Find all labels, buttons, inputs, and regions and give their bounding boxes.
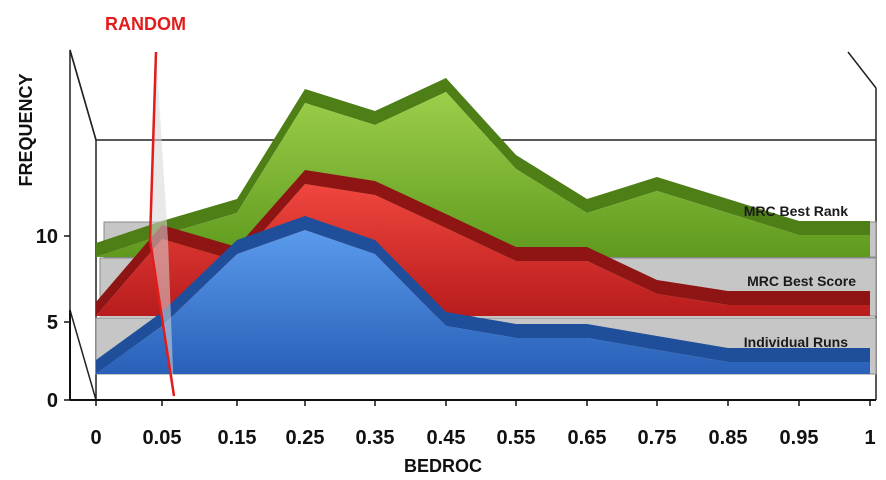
y-tick-label-1: 5 [47, 312, 58, 334]
x-tick-label-0: 0 [90, 427, 101, 449]
x-tick-label-11: 1 [864, 427, 875, 449]
x-axis-ticks: 0 0.05 0.15 0.25 0.35 0.45 0.55 0.65 0.75 0.85 0.9… [90, 400, 876, 449]
x-axis-title: BEDROC [404, 456, 482, 476]
random-annotation: RANDOM [105, 14, 186, 397]
x-tick-label-4: 0.35 [356, 427, 395, 449]
frame-edge-top-left [69, 49, 97, 141]
x-tick-label-9: 0.85 [709, 427, 748, 449]
x-tick-label-2: 0.15 [218, 427, 257, 449]
x-tick-label-1: 0.05 [143, 427, 182, 449]
series-label-individual-runs: Individual Runs [744, 334, 848, 350]
x-tick-label-10: 0.95 [780, 427, 819, 449]
y-tick-label-0: 0 [47, 390, 58, 412]
x-tick-label-6: 0.55 [497, 427, 536, 449]
y-axis-ticks: 0 5 10 [36, 226, 70, 412]
series-label-mrc-best-score: MRC Best Score [747, 273, 856, 289]
series-individual-runs [96, 216, 870, 374]
x-tick-label-7: 0.65 [568, 427, 607, 449]
series-area [96, 230, 870, 374]
y-axis-title: FREQUENCY [16, 73, 36, 186]
series-top-edge [96, 170, 870, 316]
y-tick-label-2: 10 [36, 226, 58, 248]
series-top-edge [96, 216, 870, 374]
x-tick-label-8: 0.75 [638, 427, 677, 449]
frame-edge-top-right [847, 51, 877, 89]
series-top-edge [96, 78, 870, 257]
x-tick-label-5: 0.45 [427, 427, 466, 449]
random-label: RANDOM [105, 14, 186, 34]
random-line [148, 51, 176, 397]
x-tick-label-3: 0.25 [286, 427, 325, 449]
series-mrc-best-rank [96, 78, 870, 257]
left-wall [69, 49, 97, 401]
series-label-mrc-best-rank: MRC Best Rank [744, 203, 848, 219]
axes [69, 310, 876, 401]
series-ribbons [96, 78, 870, 374]
random-band [150, 52, 174, 396]
